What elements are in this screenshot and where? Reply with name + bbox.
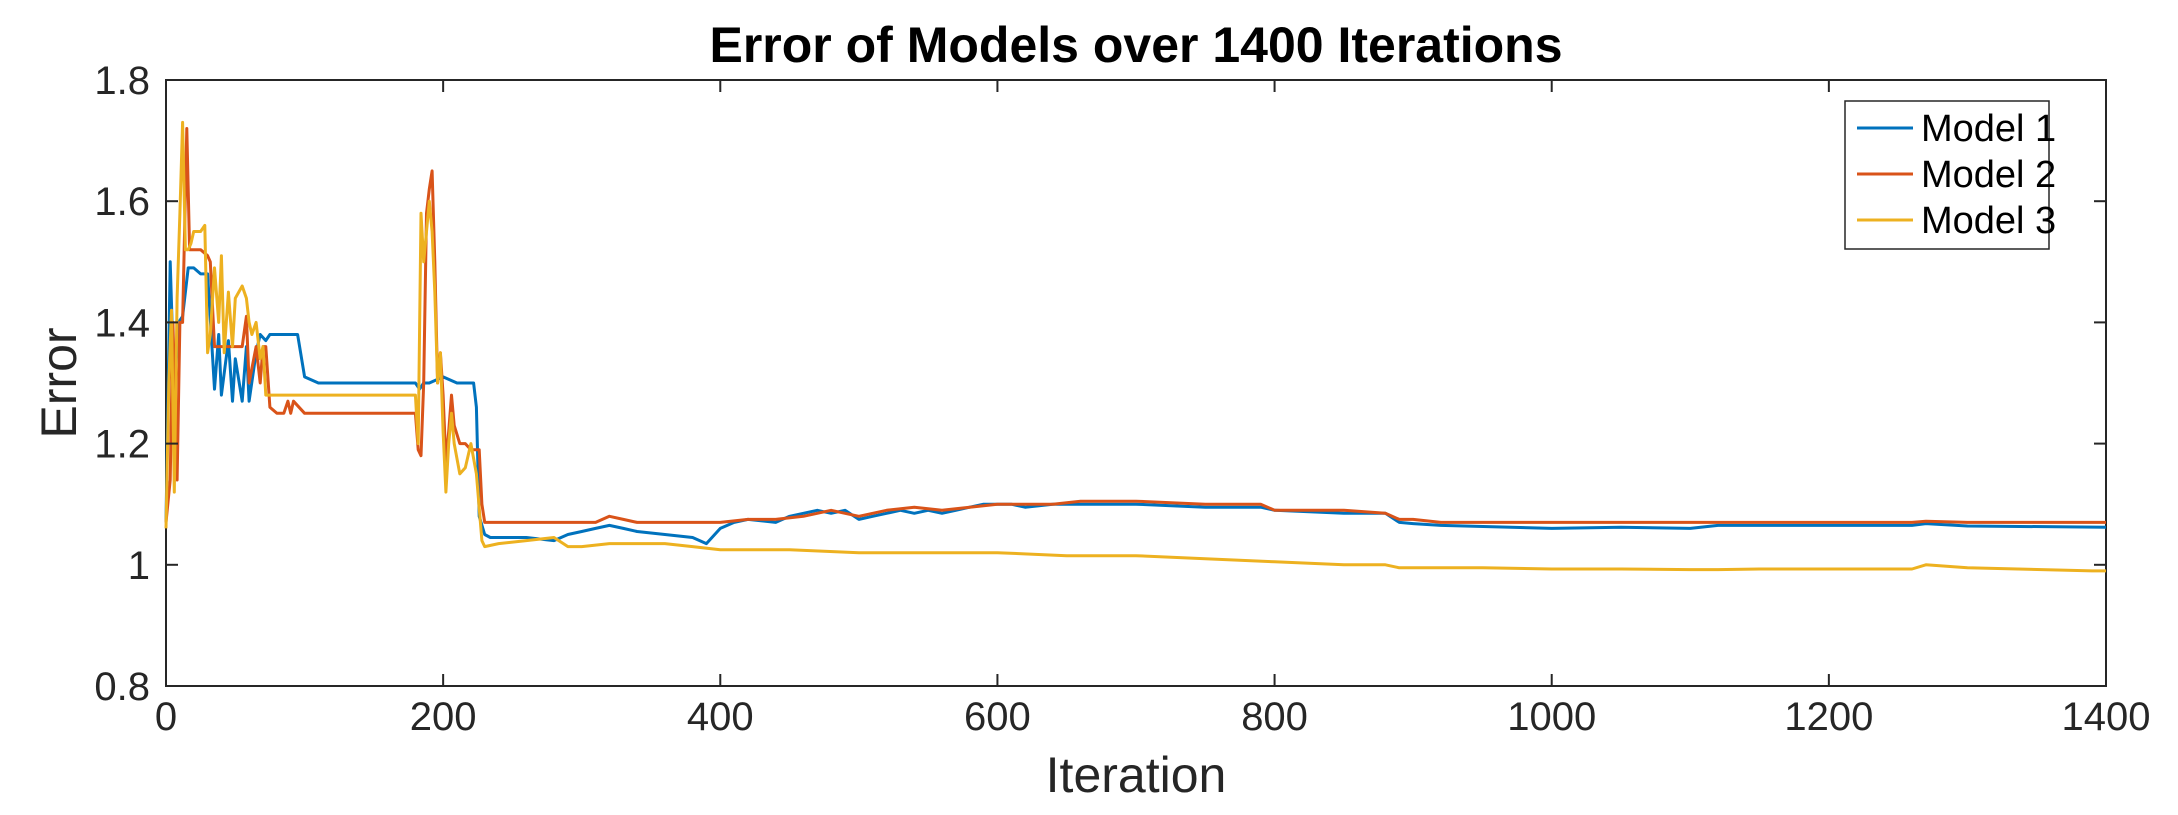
y-tick-label: 1	[128, 544, 150, 588]
x-tick-label: 1400	[2062, 695, 2151, 739]
x-axis-ticks: 0 200 400 600 800 1000 1200 1400	[155, 80, 2151, 739]
x-tick-label: 400	[687, 695, 754, 739]
chart-title: Error of Models over 1400 Iterations	[709, 17, 1562, 73]
x-tick-label: 0	[155, 695, 177, 739]
series-line-model-1	[164, 260, 2107, 546]
legend-label-model-3: Model 3	[1921, 200, 2056, 242]
x-tick-label: 800	[1241, 695, 1308, 739]
y-tick-label: 1.8	[94, 59, 150, 103]
y-axis-ticks: 0.8 1 1.2 1.4 1.6 1.8	[94, 59, 2106, 709]
y-axis-label: Error	[31, 327, 87, 438]
y-tick-label: 1.6	[94, 180, 150, 224]
series-layer	[164, 120, 2107, 573]
x-tick-label: 200	[410, 695, 477, 739]
x-tick-label: 600	[964, 695, 1031, 739]
y-tick-label: 1.2	[94, 423, 150, 467]
plot-area	[164, 79, 2107, 687]
legend-label-model-1: Model 1	[1921, 108, 2056, 150]
x-tick-label: 1000	[1507, 695, 1596, 739]
y-tick-label: 1.4	[94, 301, 150, 345]
x-axis-label: Iteration	[1046, 747, 1227, 803]
series-line-model-3	[164, 120, 2106, 573]
legend-label-model-2: Model 2	[1921, 154, 2056, 196]
y-tick-label: 0.8	[94, 665, 150, 709]
x-tick-label: 1200	[1784, 695, 1873, 739]
axes-box	[165, 79, 2107, 687]
